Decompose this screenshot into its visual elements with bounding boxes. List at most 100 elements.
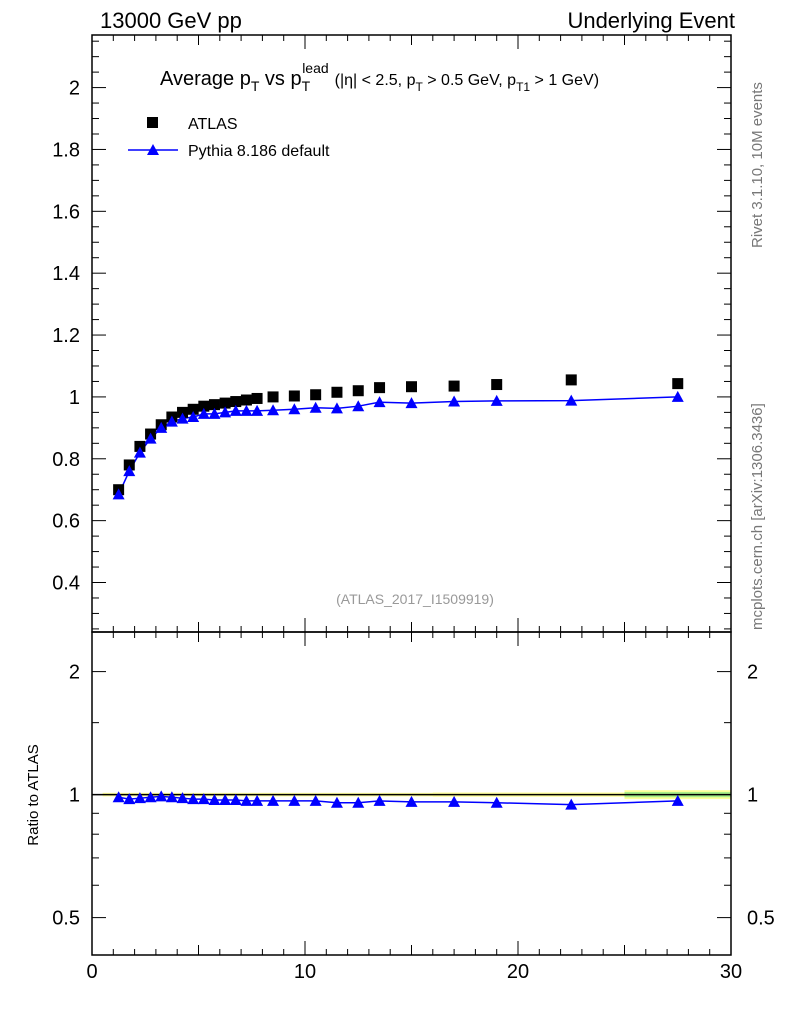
atlas-point — [187, 403, 199, 415]
atlas-point — [240, 394, 252, 406]
mcplots-label: mcplots.cern.ch [arXiv:1306.3436] — [749, 403, 766, 630]
mc-point — [208, 407, 221, 419]
mc-point — [251, 404, 264, 416]
y-tick-label: 0.5 — [52, 908, 80, 930]
title-part: vs p — [259, 68, 301, 90]
mc-point — [219, 406, 232, 418]
mc-point — [671, 390, 684, 402]
ratio-frame — [91, 631, 732, 956]
ratio-point — [176, 792, 189, 804]
legend-mc-label: Pythia 8.186 default — [188, 143, 330, 160]
mc-point — [240, 404, 253, 416]
title-part: Average p — [160, 68, 251, 90]
ratio-point — [288, 794, 301, 806]
mc-point — [123, 465, 136, 477]
title-part: > 0.5 GeV, p — [423, 72, 516, 89]
ratio-point — [240, 794, 253, 806]
ratio-point — [123, 793, 136, 805]
plot-title: Average pT vs pTlead(|η| < 2.5, pT > 0.5… — [160, 60, 599, 94]
mc-point — [330, 402, 343, 414]
ratio-point — [330, 796, 343, 808]
y-tick-label-right: 1 — [747, 785, 758, 807]
ratio-point — [490, 796, 503, 808]
mc-point — [197, 407, 210, 419]
ratio-point — [565, 798, 578, 810]
title-sub: T — [251, 78, 260, 94]
legend-mc-marker — [147, 144, 159, 155]
atlas-point — [134, 440, 146, 452]
ratio-point — [219, 794, 232, 806]
title-sup: lead — [302, 60, 328, 76]
ratio-plot: 0 10 20 30 0.5 0.5 1 1 2 2 — [52, 631, 775, 983]
x-tick-label: 0 — [86, 961, 97, 983]
mc-point — [309, 401, 322, 413]
atlas-point — [310, 389, 322, 401]
atlas-point — [208, 399, 220, 411]
mc-point — [229, 404, 242, 416]
ratio-point — [352, 796, 365, 808]
mc-point — [490, 394, 503, 406]
ratio-point — [155, 790, 168, 802]
ratio-point — [112, 791, 125, 803]
atlas-point — [406, 381, 417, 393]
ratio-point — [187, 793, 200, 805]
y-tick-label: 2 — [69, 662, 80, 684]
atlas-point — [672, 378, 684, 390]
atlas-point — [374, 382, 386, 394]
analysis-id: (ATLAS_2017_I1509919) — [336, 591, 494, 607]
ratio-ylabel: Ratio to ATLAS — [25, 744, 42, 845]
mc-point — [373, 396, 386, 408]
title-sub: T — [302, 78, 311, 94]
atlas-point — [448, 380, 460, 392]
legend-atlas-label: ATLAS — [188, 116, 238, 133]
ratio-point — [448, 795, 461, 807]
mc-point — [187, 411, 200, 423]
atlas-point — [219, 397, 231, 409]
ratio-point — [197, 793, 210, 805]
y-tick-label: 1 — [69, 785, 80, 807]
y-tick-label: 2 — [69, 78, 80, 100]
legend-atlas-marker — [147, 117, 158, 128]
y-tick-label: 1.8 — [52, 139, 80, 161]
title-part: > 1 GeV) — [530, 72, 599, 89]
title-part: (|η| < 2.5, p — [335, 72, 416, 89]
atlas-point — [352, 385, 364, 397]
mc-point — [565, 394, 578, 406]
ratio-point — [405, 795, 418, 807]
y-tick-label: 0.4 — [52, 573, 80, 595]
mc-point — [288, 403, 301, 415]
mc-point — [133, 446, 146, 458]
ratio-point — [133, 792, 146, 804]
mc-point — [165, 415, 178, 427]
ratio-point — [165, 791, 178, 803]
header-right: Underlying Event — [567, 8, 735, 33]
y-tick-label-right: 0.5 — [747, 908, 775, 930]
header-left: 13000 GeV pp — [100, 8, 242, 33]
ratio-point — [267, 794, 280, 806]
ratio-point — [229, 794, 242, 806]
mc-point — [144, 432, 157, 444]
y-tick-label: 0.8 — [52, 449, 80, 471]
ratio-point — [208, 794, 221, 806]
mc-point — [155, 421, 168, 433]
y-tick-label: 1.6 — [52, 201, 80, 223]
rivet-label: Rivet 3.1.10, 10M events — [749, 82, 766, 248]
y-tick-label: 1 — [69, 387, 80, 409]
mc-point — [352, 400, 365, 412]
main-plot: 0.4 0.6 0.8 1 1.2 1.4 1.6 1.8 2 — [52, 34, 732, 633]
atlas-point — [230, 396, 242, 408]
atlas-point — [251, 392, 263, 404]
title-sub: T1 — [516, 80, 530, 94]
atlas-point — [288, 390, 300, 402]
atlas-point — [198, 400, 210, 412]
y-tick-label: 1.4 — [52, 263, 80, 285]
x-tick-label: 20 — [507, 961, 529, 983]
mc-point — [112, 488, 125, 500]
mc-point — [176, 412, 189, 424]
atlas-point — [331, 386, 343, 398]
ratio-point — [144, 791, 157, 803]
mc-point — [267, 404, 280, 416]
x-tick-label: 30 — [720, 961, 742, 983]
ratio-point — [373, 794, 386, 806]
